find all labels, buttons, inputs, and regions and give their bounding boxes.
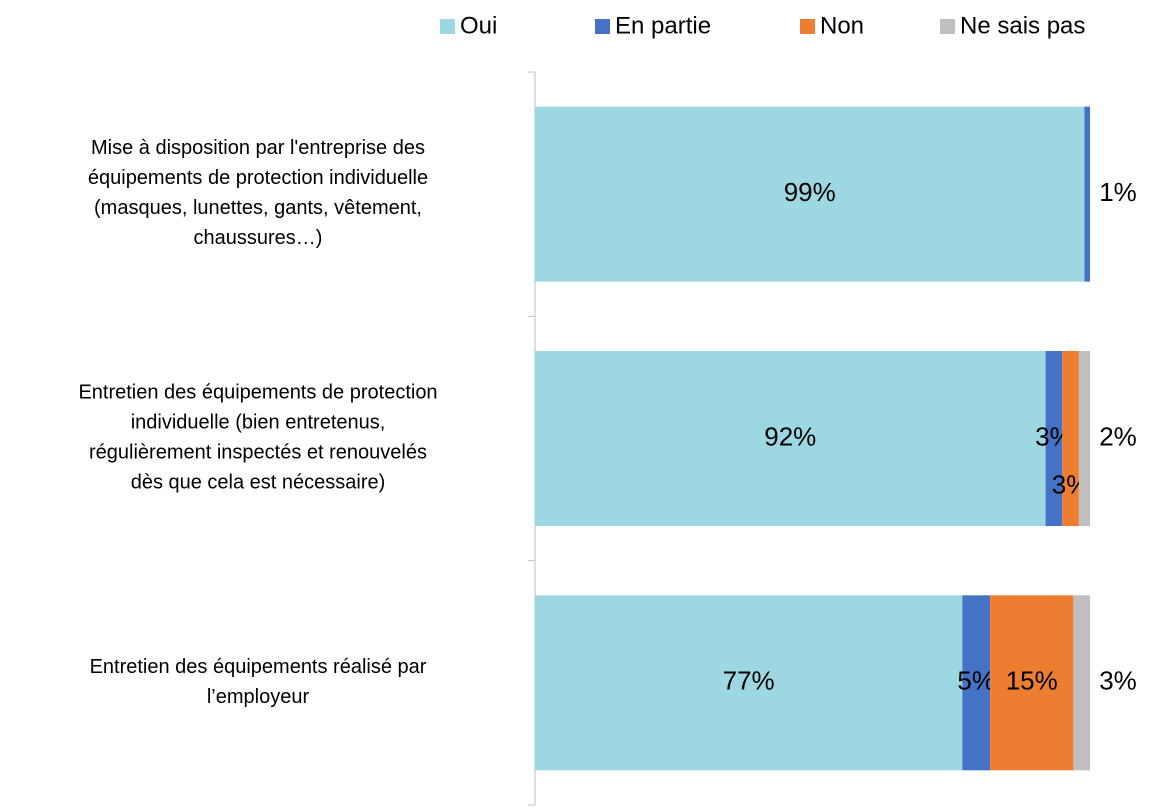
legend-swatch	[800, 19, 815, 34]
bar-segment	[1045, 351, 1063, 526]
bar-segment	[535, 351, 1046, 526]
data-label: 2%	[1099, 421, 1137, 451]
legend-swatch	[595, 19, 610, 34]
data-label: 15%	[1006, 666, 1058, 696]
data-label: 1%	[1099, 177, 1137, 207]
data-label: 5%	[957, 666, 995, 696]
bar-segment	[535, 106, 1085, 282]
legend-label: Oui	[460, 12, 497, 39]
bar-segment	[990, 595, 1074, 771]
data-label: 3%	[1099, 666, 1137, 696]
category-label: Mise à disposition par l'entreprise des é…	[88, 137, 428, 249]
bar-segment	[962, 595, 991, 771]
legend-swatch	[440, 19, 455, 34]
legend-swatch	[940, 19, 955, 34]
bar-segment	[1073, 595, 1090, 771]
legend-label: En partie	[615, 12, 711, 39]
legend-label: Ne sais pas	[960, 12, 1085, 39]
category-label: Entretien des équipements réalisé par l’e…	[90, 656, 427, 708]
bar-segment	[535, 595, 963, 771]
category-label: Entretien des équipements de protection i…	[78, 382, 437, 494]
legend-label: Non	[820, 12, 864, 39]
bar-segment	[1078, 351, 1090, 526]
data-label: 99%	[784, 177, 836, 207]
data-label: 92%	[764, 421, 816, 451]
bar-segment	[1062, 351, 1079, 526]
bar-segment	[1084, 106, 1090, 282]
data-label: 77%	[723, 666, 775, 696]
